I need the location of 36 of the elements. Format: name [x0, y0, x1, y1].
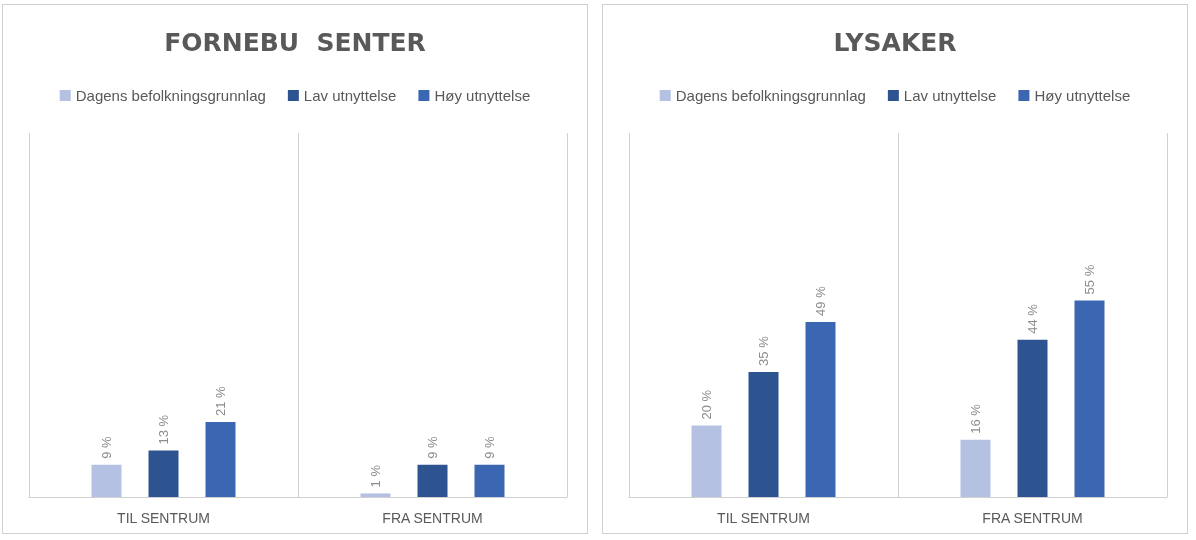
data-label: 21 % — [213, 385, 228, 416]
legend-label: Lav utnyttelse — [303, 87, 397, 104]
legend-label: Dagens befolkningsgrunnlag — [75, 87, 266, 104]
data-label: 35 % — [756, 335, 771, 366]
bar — [960, 439, 991, 497]
data-label: 1 % — [368, 464, 383, 488]
bar — [360, 493, 391, 497]
x-tick-label: TIL SENTRUM — [717, 510, 810, 526]
x-tick-label: FRA SENTRUM — [382, 510, 483, 526]
data-label: 13 % — [156, 414, 171, 445]
chart-title: LYSAKER — [833, 28, 957, 57]
bar — [805, 321, 836, 497]
data-label: 55 % — [1082, 264, 1097, 295]
bar — [205, 421, 236, 497]
bar — [1074, 300, 1105, 497]
bar — [1017, 339, 1048, 497]
bar — [474, 464, 505, 497]
data-label: 16 % — [968, 403, 983, 434]
chart-title: FORNEBU SENTER — [164, 28, 426, 57]
x-tick-label: FRA SENTRUM — [982, 510, 1083, 526]
legend-label: Lav utnyttelse — [903, 87, 997, 104]
data-label: 9 % — [99, 435, 114, 459]
legend-label: Høy utnyttelse — [434, 87, 531, 104]
legend-label: Dagens befolkningsgrunnlag — [675, 87, 866, 104]
data-label: 9 % — [482, 435, 497, 459]
data-label: 9 % — [425, 435, 440, 459]
data-label: 44 % — [1025, 303, 1040, 334]
bar — [91, 464, 122, 497]
data-label: 20 % — [699, 389, 714, 420]
bar — [748, 371, 779, 497]
legend-label: Høy utnyttelse — [1034, 87, 1131, 104]
bar — [417, 464, 448, 497]
bar — [691, 425, 722, 497]
x-tick-label: TIL SENTRUM — [117, 510, 210, 526]
data-label: 49 % — [813, 285, 828, 316]
bar — [148, 450, 179, 497]
